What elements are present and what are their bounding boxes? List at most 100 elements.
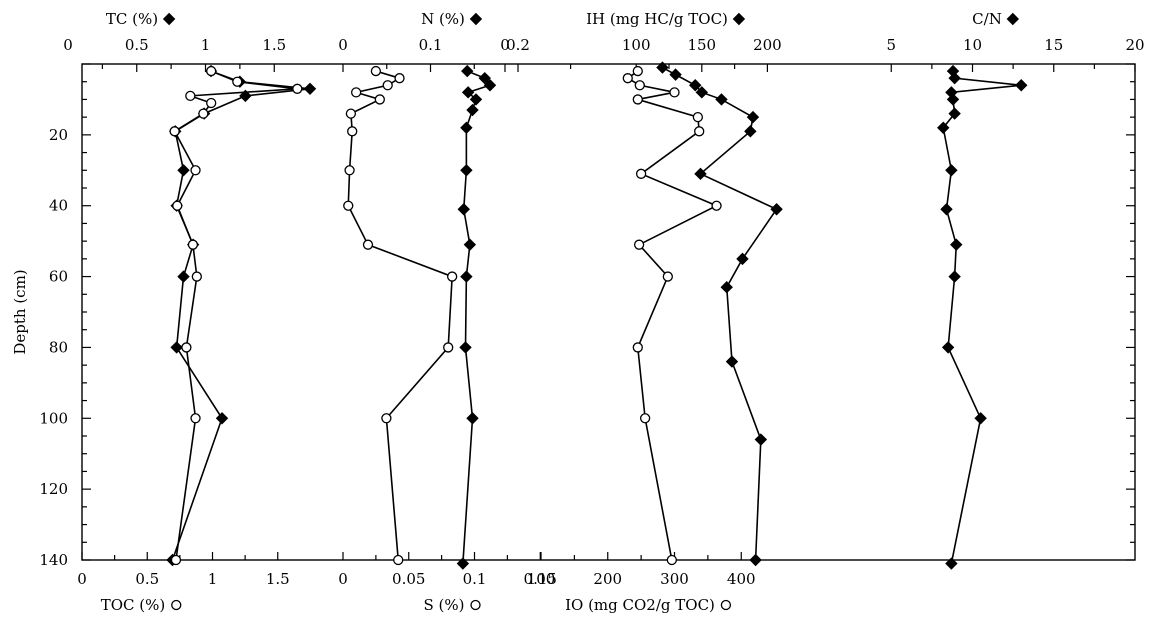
- data-point-circle: [711, 200, 722, 211]
- data-point-circle: [345, 108, 357, 119]
- data-point-circle: [632, 342, 643, 353]
- data-point-circle: [350, 87, 362, 98]
- data-point-diamond: [669, 68, 682, 81]
- data-point-diamond: [460, 270, 473, 283]
- bottom-tick-label: 1: [208, 570, 218, 588]
- data-point-diamond: [466, 103, 479, 117]
- series-line-C/N: [942, 70, 1022, 564]
- series-line-S (%): [347, 70, 453, 561]
- data-point-diamond: [749, 553, 762, 567]
- data-point-diamond: [460, 121, 473, 134]
- y-tick-label: 120: [39, 480, 68, 498]
- bottom-tick-label: 200: [593, 570, 622, 588]
- data-point-circle: [622, 73, 633, 84]
- top-tick-label: 20: [1125, 36, 1144, 54]
- data-point-circle: [347, 126, 358, 137]
- top-tick-label: 100: [622, 36, 651, 54]
- y-tick-label: 140: [39, 551, 68, 569]
- data-point-diamond: [725, 355, 739, 368]
- data-point-diamond: [469, 93, 483, 106]
- data-point-circle: [190, 165, 201, 176]
- legend-diamond-icon: [732, 12, 746, 26]
- data-point-circle: [191, 271, 202, 282]
- data-point-diamond: [460, 164, 473, 177]
- y-axis-label: Depth (cm): [11, 269, 29, 354]
- data-point-diamond: [744, 125, 757, 138]
- top-axis-title: TC (%): [106, 10, 158, 28]
- data-point-diamond: [950, 238, 963, 251]
- data-point-diamond: [457, 203, 470, 216]
- data-point-diamond: [461, 64, 474, 78]
- data-point-circle: [632, 94, 643, 105]
- data-point-diamond: [945, 557, 958, 570]
- data-point-diamond: [720, 280, 733, 294]
- data-point-circle: [169, 126, 180, 137]
- data-point-diamond: [456, 557, 470, 570]
- bottom-tick-label: 1.5: [266, 570, 290, 588]
- data-point-circle: [381, 413, 392, 424]
- data-point-diamond: [689, 79, 702, 92]
- data-point-diamond: [177, 270, 190, 283]
- y-tick-label: 60: [49, 268, 68, 286]
- data-point-circle: [662, 271, 673, 282]
- bottom-tick-label: 300: [660, 570, 689, 588]
- bottom-tick-label: 0.05: [392, 570, 425, 588]
- data-point-circle: [694, 126, 705, 137]
- data-point-circle: [669, 87, 680, 98]
- top-tick-label: 0: [63, 36, 73, 54]
- series-line-N (%): [462, 70, 492, 564]
- data-point-diamond: [715, 93, 728, 106]
- data-point-circle: [382, 80, 393, 91]
- bottom-tick-label: 0.5: [135, 570, 159, 588]
- data-point-diamond: [483, 79, 497, 92]
- data-point-circle: [374, 94, 385, 105]
- legend-circle-icon: [720, 599, 732, 611]
- series-line-TOC (%): [173, 70, 298, 561]
- data-point-circle: [172, 200, 183, 211]
- bottom-tick-label: 400: [727, 570, 756, 588]
- data-point-circle: [666, 554, 677, 566]
- data-point-diamond: [937, 121, 950, 134]
- data-point-diamond: [946, 93, 960, 106]
- data-point-circle: [639, 413, 651, 424]
- series-line-IH (mg HC/g TOC): [662, 66, 778, 561]
- data-point-diamond: [694, 167, 707, 181]
- y-tick-label: 20: [49, 126, 68, 144]
- legend-diamond-icon: [1006, 12, 1020, 26]
- top-axis-title: N (%): [421, 10, 465, 28]
- data-point-diamond: [941, 341, 955, 354]
- data-point-circle: [292, 83, 303, 94]
- data-point-circle: [187, 239, 199, 250]
- data-point-diamond: [974, 412, 987, 425]
- data-point-diamond: [695, 86, 709, 99]
- data-point-diamond: [746, 110, 760, 124]
- legend-diamond-icon: [469, 12, 483, 26]
- data-point-diamond: [459, 341, 472, 354]
- data-point-diamond: [945, 164, 958, 177]
- top-axis-title: C/N: [972, 10, 1002, 28]
- data-point-diamond: [1015, 79, 1028, 92]
- data-point-diamond: [461, 86, 475, 99]
- plot-frame: [81, 63, 1136, 561]
- data-point-circle: [632, 65, 643, 77]
- data-point-diamond: [177, 164, 190, 177]
- data-point-circle: [446, 271, 458, 282]
- legend-circle-icon: [171, 599, 182, 611]
- data-point-diamond: [940, 203, 953, 216]
- bottom-tick-label: 0.15: [524, 570, 557, 588]
- legend-diamond-icon: [162, 12, 176, 26]
- series-line-TC (%): [171, 70, 311, 561]
- data-point-circle: [181, 342, 192, 353]
- data-point-diamond: [736, 252, 749, 266]
- data-point-diamond: [478, 71, 491, 85]
- y-tick-label: 100: [39, 409, 68, 427]
- top-tick-label: 0.1: [419, 36, 443, 54]
- data-point-circle: [370, 65, 382, 77]
- data-point-circle: [394, 73, 405, 84]
- data-point-diamond: [948, 71, 961, 85]
- data-point-circle: [633, 239, 645, 250]
- data-point-diamond: [466, 412, 479, 425]
- bottom-axis-title: S (%): [423, 596, 464, 614]
- y-tick-label: 80: [49, 338, 68, 356]
- top-tick-label: 10: [963, 36, 982, 54]
